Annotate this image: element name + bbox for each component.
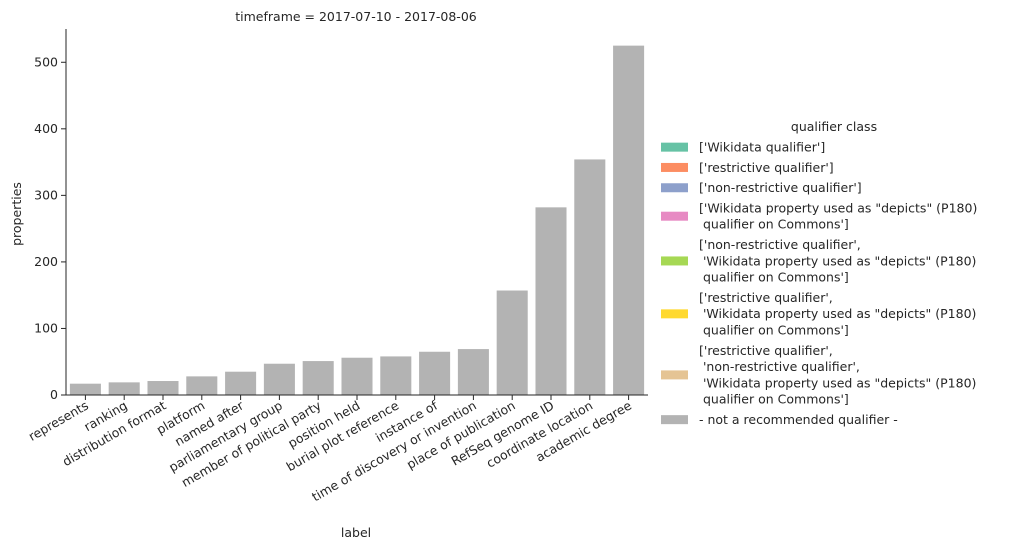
legend-swatch — [661, 415, 688, 425]
bar — [341, 357, 373, 395]
y-tick-label: 500 — [34, 54, 58, 69]
x-axis-label: label — [341, 525, 371, 540]
bars — [69, 45, 645, 396]
bar — [147, 381, 179, 395]
y-tick-label: 300 — [34, 187, 58, 202]
legend-label: - not a recommended qualifier - — [699, 412, 898, 427]
bar — [108, 382, 140, 395]
legend-swatch — [661, 211, 688, 221]
legend-swatch — [661, 162, 688, 172]
legend-label: qualifier on Commons'] — [699, 270, 849, 285]
legend-label: ['Wikidata property used as "depicts" (P… — [699, 200, 977, 215]
bar — [263, 363, 295, 395]
legend-label: ['non-restrictive qualifier'] — [699, 180, 862, 195]
legend-label: qualifier on Commons'] — [699, 323, 849, 338]
legend-label: 'Wikidata property used as "depicts" (P1… — [699, 306, 976, 321]
bar — [496, 290, 528, 395]
y-axis-label: properties — [9, 182, 24, 246]
bar — [419, 351, 451, 395]
y-tick-label: 400 — [34, 121, 58, 136]
legend-swatch — [661, 309, 688, 319]
y-tick-label: 200 — [34, 254, 58, 269]
bar — [225, 371, 257, 395]
y-axis: 0 100 200 300 400 500 — [34, 54, 66, 402]
bar — [186, 376, 218, 395]
bar — [302, 361, 334, 395]
y-tick-label: 100 — [34, 320, 58, 335]
legend-label: ['non-restrictive qualifier', — [699, 237, 861, 252]
legend-label: ['Wikidata qualifier'] — [699, 140, 825, 155]
legend-label: ['restrictive qualifier', — [699, 343, 833, 358]
legend-swatch — [661, 370, 688, 380]
legend-label: ['restrictive qualifier', — [699, 290, 833, 305]
legend-label: qualifier on Commons'] — [699, 217, 849, 232]
legend-title: qualifier class — [791, 119, 877, 134]
chart-title: timeframe = 2017-07-10 - 2017-08-06 — [235, 9, 477, 24]
legend-swatch — [661, 183, 688, 193]
legend-label: 'Wikidata property used as "depicts" (P1… — [699, 253, 976, 268]
legend-label: 'non-restrictive qualifier', — [699, 359, 860, 374]
bar — [69, 383, 101, 395]
legend-label: ['restrictive qualifier'] — [699, 160, 834, 175]
legend-label: 'Wikidata property used as "depicts" (P1… — [699, 375, 976, 390]
bar — [574, 159, 606, 395]
bar — [535, 207, 567, 395]
bar — [380, 356, 412, 395]
legend-swatch — [661, 142, 688, 152]
legend-swatch — [661, 256, 688, 266]
legend-label: qualifier on Commons'] — [699, 392, 849, 407]
bar — [457, 349, 489, 395]
legend: qualifier class ['Wikidata qualifier'] ['… — [661, 119, 977, 427]
y-tick-label: 0 — [50, 387, 58, 402]
bar — [613, 45, 645, 396]
